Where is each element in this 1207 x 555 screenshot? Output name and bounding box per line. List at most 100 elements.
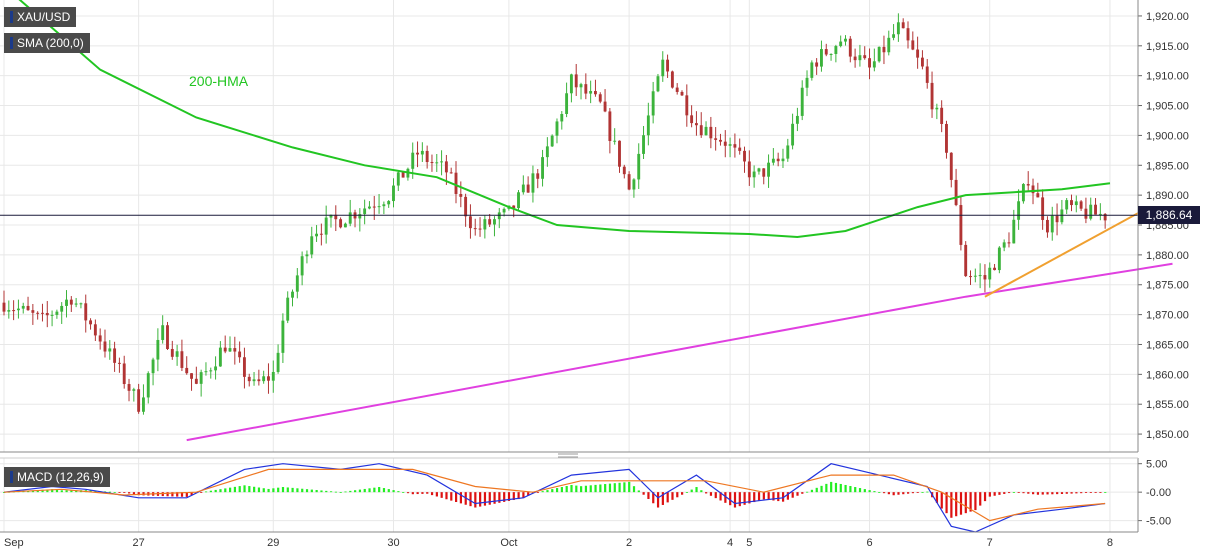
candle-body bbox=[920, 57, 924, 67]
candle-body bbox=[690, 115, 694, 124]
candle-body bbox=[372, 206, 376, 208]
macd-hist-bar bbox=[277, 487, 280, 493]
candle-body bbox=[1002, 242, 1006, 248]
candle-body bbox=[858, 55, 862, 61]
candle-body bbox=[531, 173, 535, 193]
macd-hist-bar bbox=[41, 489, 44, 493]
macd-indicator-text: MACD (12,26,9) bbox=[17, 470, 104, 484]
time-tick-label: 2 bbox=[626, 537, 632, 549]
candle-body bbox=[242, 357, 246, 377]
macd-hist-bar bbox=[902, 492, 905, 495]
price-tick-label: 1,895.00 bbox=[1146, 160, 1189, 172]
macd-hist-bar bbox=[565, 486, 568, 493]
macd-hist-bar bbox=[262, 488, 265, 493]
macd-hist-bar bbox=[666, 492, 669, 503]
symbol-tag[interactable]: XAU/USD bbox=[4, 7, 77, 27]
macd-indicator-tag[interactable]: MACD (12,26,9) bbox=[4, 467, 110, 487]
candle-body bbox=[1017, 201, 1021, 220]
macd-hist-bar bbox=[604, 484, 607, 493]
candle-body bbox=[868, 58, 871, 68]
macd-hist-bar bbox=[176, 492, 179, 497]
candle-body bbox=[468, 216, 472, 229]
candle-body bbox=[541, 157, 544, 179]
candle-body bbox=[675, 87, 679, 92]
macd-hist-bar bbox=[892, 492, 895, 496]
macd-hist-bar bbox=[1046, 492, 1049, 495]
macd-swatch bbox=[10, 471, 13, 483]
macd-hist-bar bbox=[440, 492, 443, 498]
candle-body bbox=[896, 22, 900, 35]
main-gridlines bbox=[0, 0, 1138, 452]
candle-body bbox=[166, 325, 169, 349]
time-tick-label: Oct bbox=[500, 537, 517, 549]
macd-histogram bbox=[3, 481, 1107, 518]
macd-hist-bar bbox=[1060, 492, 1064, 494]
macd-hist-bar bbox=[642, 492, 645, 495]
macd-hist-bar bbox=[214, 489, 217, 493]
macd-hist-bar bbox=[455, 492, 458, 503]
macd-hist-bar bbox=[291, 487, 294, 493]
macd-hist-bar bbox=[705, 492, 708, 494]
candle-body bbox=[103, 341, 107, 352]
candle-body bbox=[661, 59, 665, 77]
candle-body bbox=[319, 233, 323, 235]
macd-hist-bar bbox=[363, 488, 366, 493]
candle-body bbox=[493, 219, 496, 225]
candle-body bbox=[969, 276, 972, 278]
macd-hist-bar bbox=[416, 492, 419, 495]
macd-hist-bar bbox=[60, 490, 63, 493]
candle-body bbox=[810, 62, 814, 78]
candle-body bbox=[512, 205, 516, 209]
candle-body bbox=[733, 144, 737, 148]
candle-body bbox=[579, 84, 583, 88]
sma-swatch bbox=[10, 37, 13, 49]
macd-hist-bar bbox=[810, 489, 814, 493]
candle-body bbox=[694, 123, 698, 126]
macd-hist-bar bbox=[1065, 492, 1068, 494]
candle-body bbox=[954, 179, 958, 206]
macd-hist-bar bbox=[570, 484, 573, 493]
candle-body bbox=[973, 275, 977, 277]
macd-hist-bar bbox=[916, 492, 919, 493]
candle-body bbox=[262, 376, 266, 382]
candle-body bbox=[714, 138, 718, 140]
macd-gridlines bbox=[0, 458, 1138, 532]
candle-body bbox=[536, 173, 540, 179]
macd-hist-bar bbox=[248, 486, 251, 493]
candle-body bbox=[632, 179, 636, 190]
candle-body bbox=[795, 115, 799, 124]
macd-hist-bar bbox=[305, 489, 309, 493]
candle-body bbox=[31, 310, 35, 313]
candle-body bbox=[680, 91, 684, 96]
macd-hist-bar bbox=[479, 492, 482, 507]
hma-200-line bbox=[18, 0, 1111, 239]
macd-hist-bar bbox=[695, 487, 698, 493]
candle-body bbox=[776, 158, 780, 162]
candle-body bbox=[589, 91, 593, 94]
candle-body bbox=[940, 107, 944, 124]
pane-splitter[interactable] bbox=[558, 453, 578, 458]
time-tick-label: 27 bbox=[133, 537, 145, 549]
macd-hist-bar bbox=[281, 487, 285, 493]
macd-hist-bar bbox=[166, 492, 169, 497]
macd-hist-bar bbox=[426, 492, 429, 494]
candle-body bbox=[935, 107, 939, 110]
macd-hist-bar bbox=[733, 492, 737, 508]
candle-body bbox=[339, 219, 343, 228]
macd-hist-bar bbox=[397, 491, 400, 493]
price-tick-label: 1,900.00 bbox=[1146, 130, 1189, 142]
candle-body bbox=[565, 93, 569, 114]
sma-indicator-tag[interactable]: SMA (200,0) bbox=[4, 33, 90, 53]
macd-hist-bar bbox=[772, 492, 775, 501]
time-tick-label: 6 bbox=[866, 537, 872, 549]
candle-body bbox=[916, 49, 920, 58]
macd-hist-bar bbox=[589, 485, 592, 493]
macd-hist-bar bbox=[1041, 492, 1044, 495]
candle-body bbox=[949, 152, 953, 180]
candle-body bbox=[824, 49, 828, 55]
macd-hist-bar bbox=[724, 492, 727, 503]
macd-hist-bar bbox=[632, 486, 636, 493]
macd-hist-bar bbox=[368, 488, 371, 493]
candle-body bbox=[247, 376, 251, 382]
